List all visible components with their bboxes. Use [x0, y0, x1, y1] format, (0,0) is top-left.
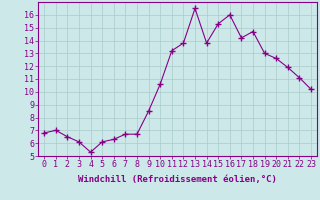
X-axis label: Windchill (Refroidissement éolien,°C): Windchill (Refroidissement éolien,°C)	[78, 175, 277, 184]
